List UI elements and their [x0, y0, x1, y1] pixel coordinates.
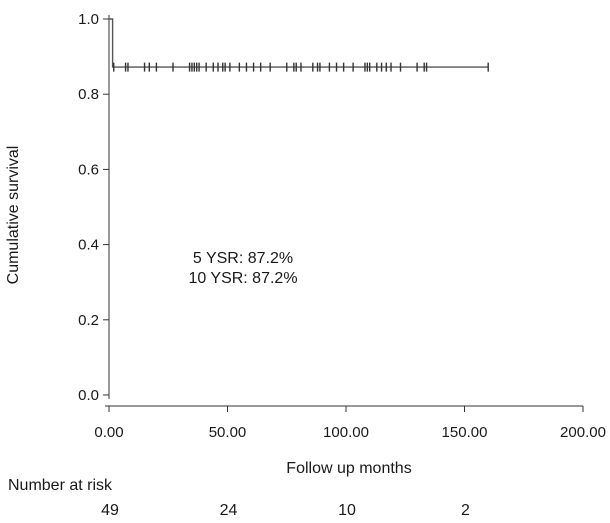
- risk-value: 49: [101, 502, 119, 519]
- survival-curve-group: [109, 18, 489, 68]
- risk-value: 10: [338, 502, 356, 519]
- y-tick-label: 1.0: [78, 11, 99, 28]
- annotation-5ysr: 5 YSR: 87.2%: [193, 250, 293, 267]
- y-tick-label: 0.6: [78, 161, 99, 178]
- x-tick-label: 150.00: [442, 424, 488, 441]
- risk-table-values: 49 24 10 2: [101, 502, 470, 519]
- risk-value: 24: [220, 502, 238, 519]
- x-axis-title: Follow up months: [286, 460, 411, 477]
- x-tick-label: 0.00: [94, 424, 123, 441]
- y-tick-label: 0.0: [78, 387, 99, 404]
- risk-value: 2: [461, 502, 470, 519]
- censor-marks-group: [113, 62, 489, 72]
- x-tick-label: 100.00: [323, 424, 369, 441]
- survival-curve-line: [109, 18, 489, 68]
- annotation-10ysr: 10 YSR: 87.2%: [188, 270, 297, 287]
- y-axis: 0.0 0.2 0.4 0.6 0.8 1.0: [78, 11, 110, 404]
- x-tick-label: 200.00: [560, 424, 606, 441]
- y-tick-label: 0.2: [78, 312, 99, 329]
- risk-table-title: Number at risk: [8, 477, 113, 494]
- y-axis-title: Cumulative survival: [5, 146, 22, 285]
- y-tick-label: 0.4: [78, 237, 99, 254]
- x-axis: 0.00 50.00 100.00 150.00 200.00: [94, 405, 606, 441]
- x-tick-label: 50.00: [209, 424, 247, 441]
- y-tick-label: 0.8: [78, 86, 99, 103]
